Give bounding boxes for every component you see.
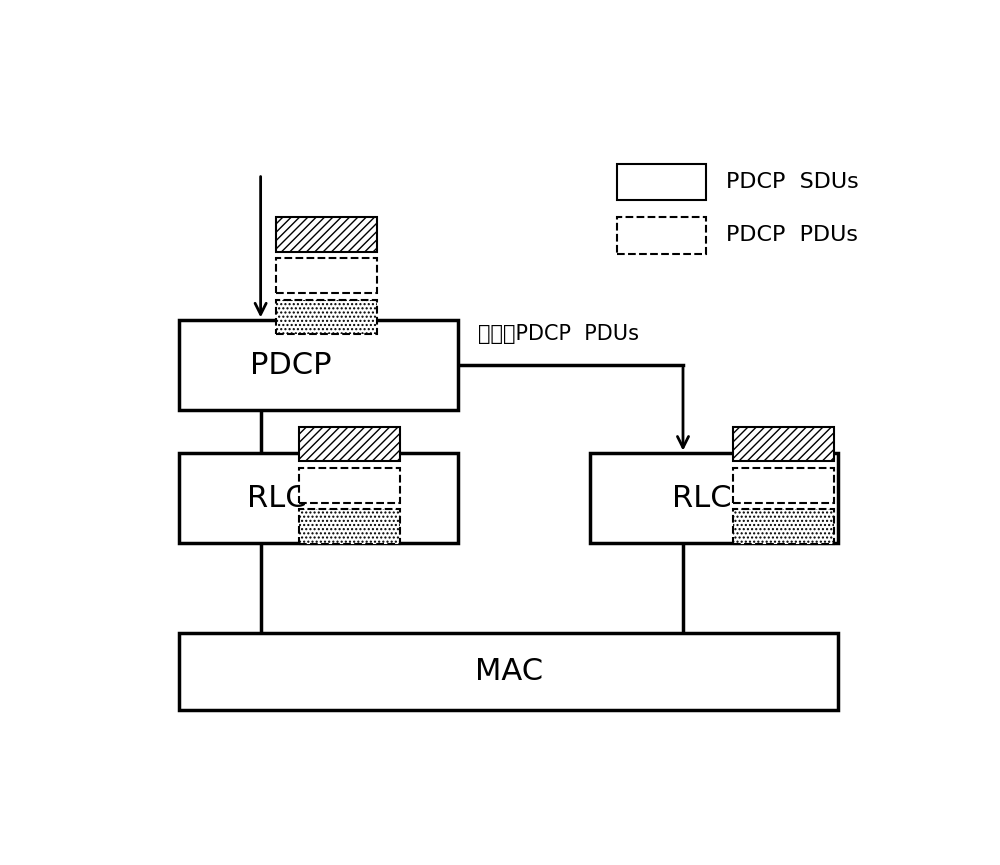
Bar [276, 217, 377, 252]
Text: PDCP: PDCP [250, 350, 332, 380]
Bar [590, 453, 838, 543]
Text: PDCP  PDUs: PDCP PDUs [726, 226, 858, 246]
Text: RLC: RLC [672, 484, 731, 513]
Bar [299, 468, 400, 503]
Text: PDCP  SDUs: PDCP SDUs [726, 172, 858, 192]
Bar [299, 426, 400, 461]
Text: MAC: MAC [475, 657, 543, 686]
Bar [276, 259, 377, 293]
Text: RLC: RLC [247, 484, 307, 513]
Bar [617, 217, 706, 253]
Bar [179, 453, 458, 543]
Bar [733, 509, 834, 544]
Bar [299, 509, 400, 544]
Bar [276, 299, 377, 334]
Bar [179, 320, 458, 410]
Bar [179, 633, 838, 710]
Bar [617, 163, 706, 201]
Bar [733, 468, 834, 503]
Text: 复制的PDCP  PDUs: 复制的PDCP PDUs [478, 324, 639, 343]
Bar [733, 426, 834, 461]
